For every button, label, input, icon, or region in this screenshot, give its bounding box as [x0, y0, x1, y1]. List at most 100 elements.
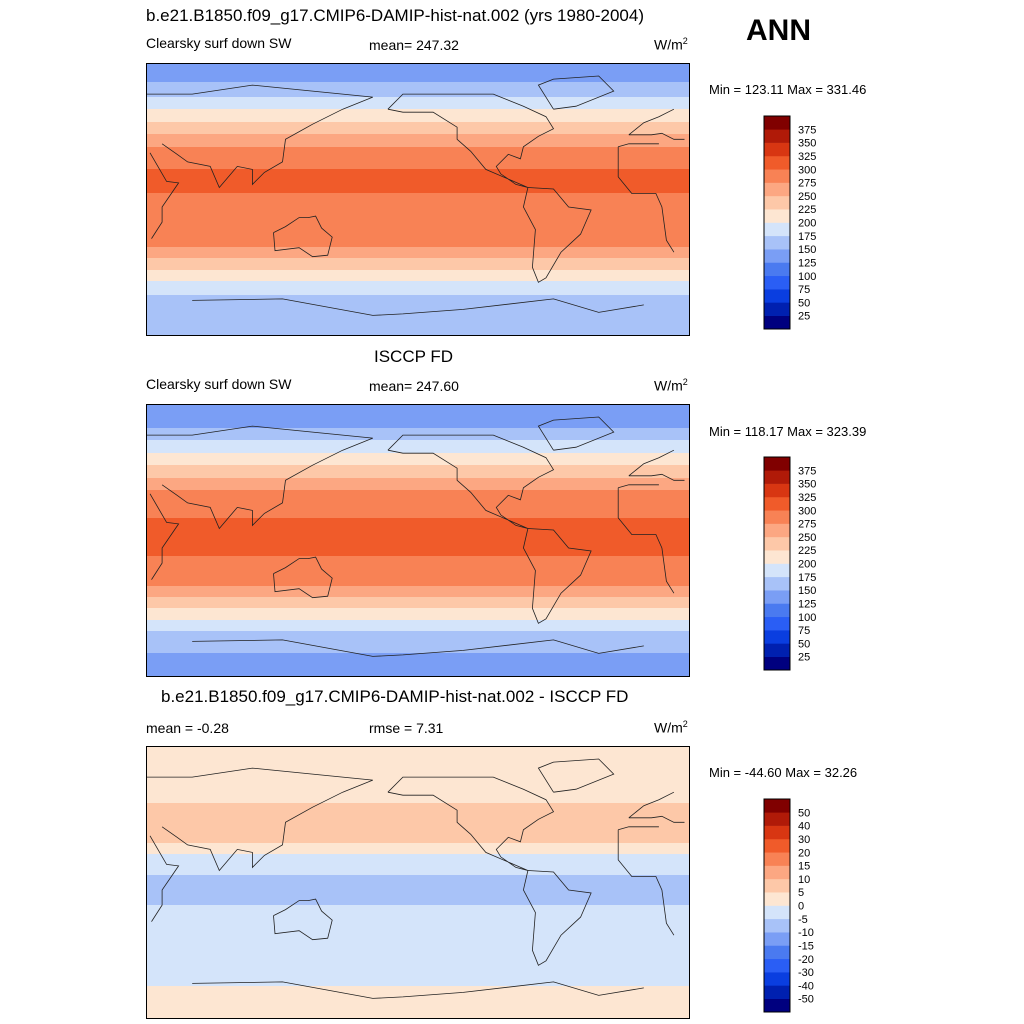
field-band: [147, 613, 689, 615]
field-band: [147, 127, 689, 129]
field-band: [147, 577, 689, 579]
field-band: [147, 198, 689, 200]
field-band: [147, 981, 689, 983]
field-band: [147, 420, 689, 422]
field-band: [147, 223, 689, 225]
field-band: [147, 1004, 689, 1006]
field-band: [147, 153, 689, 155]
field-band: [147, 798, 689, 800]
field-band: [147, 509, 689, 511]
field-band: [147, 521, 689, 523]
field-band: [147, 946, 689, 948]
field-band: [147, 99, 689, 101]
field-band: [147, 274, 689, 276]
field-band: [147, 943, 689, 945]
colorbar-box: [764, 799, 790, 813]
field-band: [147, 87, 689, 89]
field-band: [147, 969, 689, 971]
field-band: [147, 769, 689, 771]
colorbar-tick-label: 300: [798, 164, 816, 176]
field-band: [147, 882, 689, 884]
field-band: [147, 237, 689, 239]
field-band: [147, 991, 689, 993]
field-band: [147, 407, 689, 409]
field-band: [147, 277, 689, 279]
colorbar-tick-label: 150: [798, 244, 816, 256]
field-band: [147, 464, 689, 466]
field-band: [147, 954, 689, 956]
field-band: [147, 962, 689, 964]
panel-2-units-exp: 2: [682, 377, 688, 387]
field-band: [147, 552, 689, 554]
field-band: [147, 465, 689, 467]
field-band: [147, 854, 689, 856]
field-band: [147, 188, 689, 190]
field-band: [147, 145, 689, 147]
field-band: [147, 961, 689, 963]
field-band: [147, 857, 689, 859]
field-band: [147, 827, 689, 829]
field-band: [147, 278, 689, 280]
coastline: [537, 416, 615, 451]
field-band: [147, 412, 689, 414]
field-band: [147, 151, 689, 153]
field-band: [147, 241, 689, 243]
field-band: [147, 120, 689, 122]
field-band: [147, 126, 689, 128]
field-band: [147, 968, 689, 970]
field-band: [147, 163, 689, 165]
colorbar-frame: [763, 115, 791, 330]
field-band: [147, 144, 689, 146]
field-band: [147, 269, 689, 271]
field-band: [147, 810, 689, 812]
colorbar-tick-label: 150: [798, 585, 816, 597]
colorbar-box: [764, 825, 790, 840]
field-band: [147, 784, 689, 786]
field-band: [147, 287, 689, 289]
field-band: [147, 178, 689, 180]
field-band: [147, 628, 689, 630]
field-band: [147, 256, 689, 258]
field-band: [147, 435, 689, 437]
field-band: [147, 209, 689, 211]
field-band: [147, 438, 689, 440]
field-band: [147, 252, 689, 254]
field-band: [147, 475, 689, 477]
field-band: [147, 903, 689, 905]
field-band: [147, 811, 689, 813]
field-band: [147, 497, 689, 499]
field-band: [147, 180, 689, 182]
coastline: [192, 981, 644, 999]
field-band: [147, 766, 689, 768]
field-band: [147, 787, 689, 789]
field-band: [147, 285, 689, 287]
field-band: [147, 229, 689, 231]
field-band: [147, 196, 689, 198]
field-band: [147, 161, 689, 163]
field-band: [147, 234, 689, 236]
field-band: [147, 672, 689, 674]
field-band: [147, 640, 689, 642]
field-band: [147, 410, 689, 412]
field-band: [147, 283, 689, 285]
field-band: [147, 889, 689, 891]
field-band: [147, 631, 689, 633]
field-band: [147, 204, 689, 206]
colorbar-tick-label: 300: [798, 505, 816, 517]
field-band: [147, 514, 689, 516]
field-band: [147, 193, 689, 195]
field-band: [147, 123, 689, 125]
field-band: [147, 73, 689, 75]
field-band: [147, 605, 689, 607]
field-band: [147, 598, 689, 600]
field-band: [147, 751, 689, 753]
field-band: [147, 452, 689, 454]
colorbar-box: [764, 483, 790, 498]
field-band: [147, 847, 689, 849]
field-band: [147, 426, 689, 428]
colorbar-box: [764, 457, 790, 471]
field-band: [147, 980, 689, 982]
field-band: [147, 450, 689, 452]
field-band: [147, 68, 689, 70]
field-band: [147, 607, 689, 609]
